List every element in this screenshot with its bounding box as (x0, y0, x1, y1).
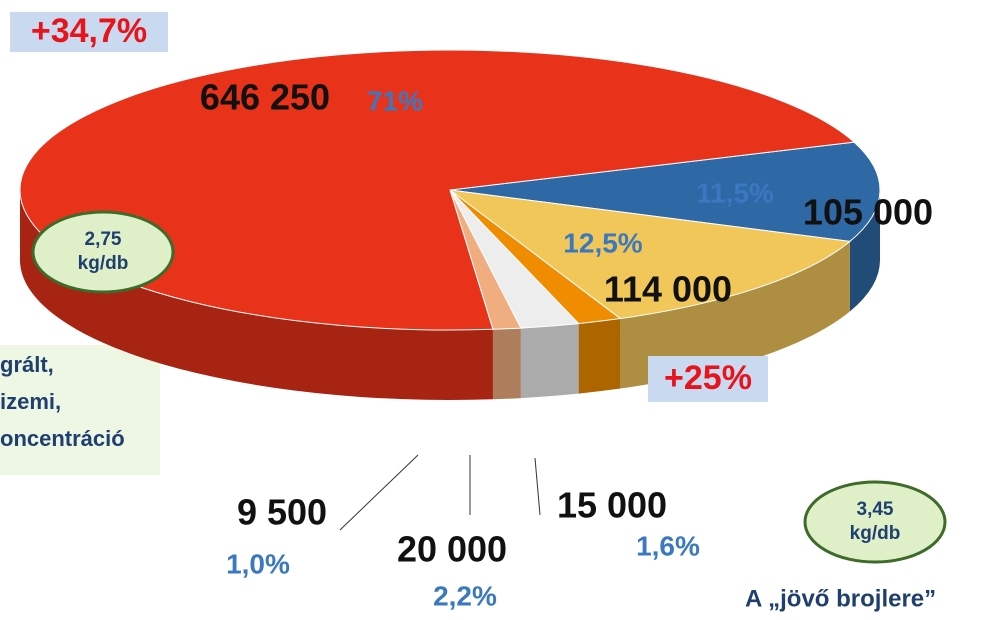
value-label: 114 000 (604, 269, 732, 310)
slice (448, 189, 852, 320)
value-label: 20 000 (397, 529, 507, 570)
slice-side (578, 318, 621, 394)
growth-box (648, 356, 768, 402)
weight-badge-text: 2,75 (85, 229, 122, 250)
growth-box (10, 12, 168, 52)
weight-badge-text: kg/db (78, 253, 129, 274)
percent-label: 1,6% (636, 530, 700, 561)
weight-badge (31, 210, 175, 294)
side-box (0, 345, 160, 475)
side-text: oncentráció (0, 426, 125, 451)
percent-label: 2,2% (433, 580, 497, 611)
value-label: 9 500 (237, 492, 327, 533)
slice (449, 141, 881, 242)
slice-side (492, 328, 521, 400)
percent-label: 12,5% (563, 227, 642, 258)
growth-label: +34,7% (31, 12, 147, 50)
weight-badge-text: 3,45 (857, 499, 894, 520)
leader-line (339, 454, 419, 531)
growth-label: +25% (664, 359, 752, 397)
percent-label: 1,0% (226, 548, 290, 579)
value-label: 646 250 (200, 77, 330, 118)
side-text: izemi, (0, 389, 61, 414)
weight-badge (803, 480, 947, 564)
percent-label: 11,5% (696, 177, 774, 208)
slice-side (520, 323, 579, 399)
leader-line (534, 457, 541, 516)
value-label: 15 000 (557, 485, 667, 526)
slice-side (620, 241, 850, 389)
slice (19, 49, 856, 331)
value-label: 105 000 (803, 192, 933, 233)
percent-label: 71% (367, 85, 423, 116)
caption: A „jövő brojlere” (745, 585, 936, 612)
slice-side (20, 190, 493, 400)
weight-badge-text: kg/db (850, 523, 901, 544)
side-text: grált, (0, 352, 54, 377)
slice-side (849, 190, 880, 312)
